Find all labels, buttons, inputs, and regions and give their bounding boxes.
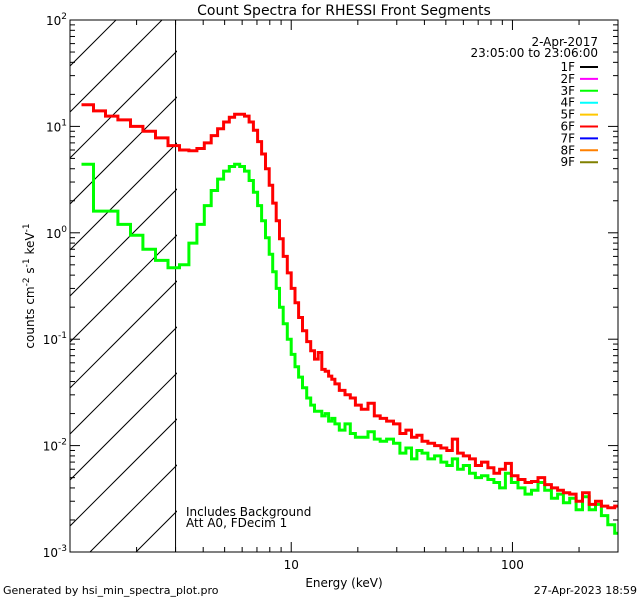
x-tick-labels: 10 100 [284, 558, 524, 572]
annotation-attenuator: Att A0, FDecim 1 [186, 516, 287, 530]
x-tick-label: 100 [501, 558, 524, 572]
hatch-line [70, 372, 177, 481]
y-axis-label: counts cm-2 s-1 keV-1 [22, 223, 37, 348]
legend: 2-Apr-2017 23:05:00 to 23:06:00 1F2F3F4F… [471, 35, 598, 169]
axis-ticks [70, 19, 619, 553]
y-tick-label: 10-2 [43, 438, 67, 454]
hatch-line [70, 142, 177, 251]
hatch-line [70, 20, 163, 113]
annotation-background: Includes Background [186, 505, 311, 519]
series-layer [81, 103, 618, 535]
hatch-line [320, 20, 640, 552]
hatched-region [70, 20, 640, 552]
y-tick-label: 102 [46, 12, 67, 28]
x-tick-label: 10 [284, 558, 299, 572]
legend-label-3F: 3F [560, 84, 575, 98]
hatch-line [458, 20, 640, 552]
hatch-line [70, 418, 177, 527]
legend-date: 2-Apr-2017 [531, 35, 598, 49]
legend-time-range: 23:05:00 to 23:06:00 [471, 46, 598, 60]
legend-label-8F: 8F [560, 143, 575, 157]
legend-label-7F: 7F [560, 131, 575, 145]
hatch-line [70, 96, 177, 205]
legend-label-6F: 6F [560, 120, 575, 134]
hatch-line [89, 464, 177, 552]
y-tick-label: 101 [46, 118, 67, 134]
hatch-line [70, 326, 177, 435]
hatch-line [70, 50, 177, 159]
plot-frame [69, 19, 619, 553]
hatch-line [70, 188, 177, 297]
hatch-line [70, 234, 177, 343]
y-tick-labels: 10-3 10-2 10-1 100 101 102 [43, 12, 68, 560]
legend-label-4F: 4F [560, 96, 575, 110]
series-6F [81, 103, 618, 510]
hatch-line [70, 20, 71, 21]
legend-label-1F: 1F [560, 60, 575, 74]
footer-generated-by: Generated by hsi_min_spectra_plot.pro [3, 584, 219, 597]
hatch-line [70, 20, 117, 67]
hatch-line [70, 280, 177, 389]
legend-label-2F: 2F [560, 72, 575, 86]
hatch-line [274, 20, 640, 552]
y-tick-label: 10-3 [43, 544, 67, 560]
hatch-line [412, 20, 640, 552]
series-3F [81, 162, 618, 535]
x-axis-label: Energy (keV) [305, 576, 382, 590]
y-tick-label: 100 [46, 225, 67, 241]
chart-title: Count Spectra for RHESSI Front Segments [197, 3, 491, 19]
y-tick-label: 10-1 [43, 331, 67, 347]
footer-timestamp: 27-Apr-2023 18:59 [534, 584, 637, 597]
legend-label-5F: 5F [560, 108, 575, 122]
hatch-line [366, 20, 640, 552]
legend-label-9F: 9F [560, 155, 575, 169]
